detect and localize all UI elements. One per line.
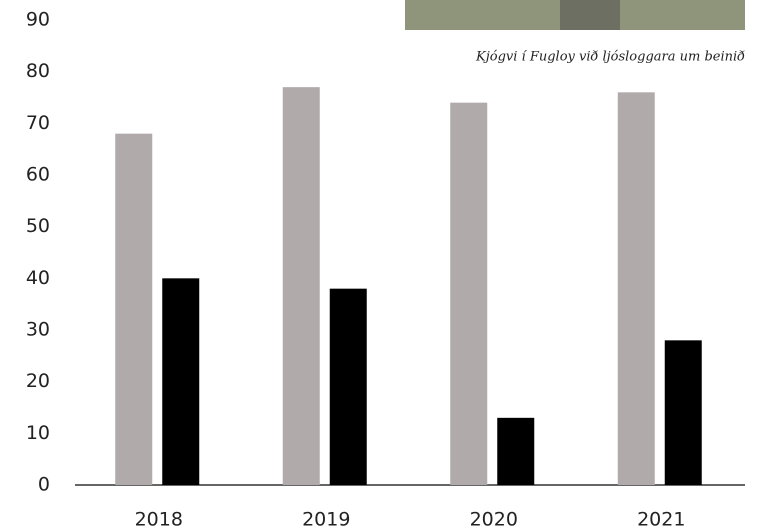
bar	[497, 418, 534, 485]
caption: Kjógvi í Fugloy við ljósloggara um beini…	[475, 50, 745, 65]
y-tick-label: 40	[26, 267, 50, 289]
chart: Kjógvi í Fugloy við ljósloggara um beini…	[0, 0, 761, 532]
bar	[665, 340, 702, 485]
bar	[283, 87, 320, 485]
x-tick-label: 2021	[637, 509, 685, 531]
y-tick-label: 60	[26, 164, 50, 186]
x-tick-label: 2018	[135, 509, 183, 531]
bar	[618, 92, 655, 485]
y-tick-label: 80	[26, 60, 50, 82]
y-tick-label: 0	[38, 474, 50, 496]
y-tick-label: 90	[26, 9, 50, 31]
y-tick-label: 20	[26, 370, 50, 392]
y-tick-label: 10	[26, 422, 50, 444]
bar	[115, 134, 152, 485]
bar	[330, 289, 367, 485]
y-tick-label: 50	[26, 215, 50, 237]
x-tick-label: 2019	[302, 509, 350, 531]
x-tick-label: 2020	[470, 509, 518, 531]
photo-detail	[560, 0, 620, 30]
y-tick-label: 70	[26, 112, 50, 134]
bar	[162, 278, 199, 485]
bar	[450, 103, 487, 485]
y-tick-label: 30	[26, 319, 50, 341]
